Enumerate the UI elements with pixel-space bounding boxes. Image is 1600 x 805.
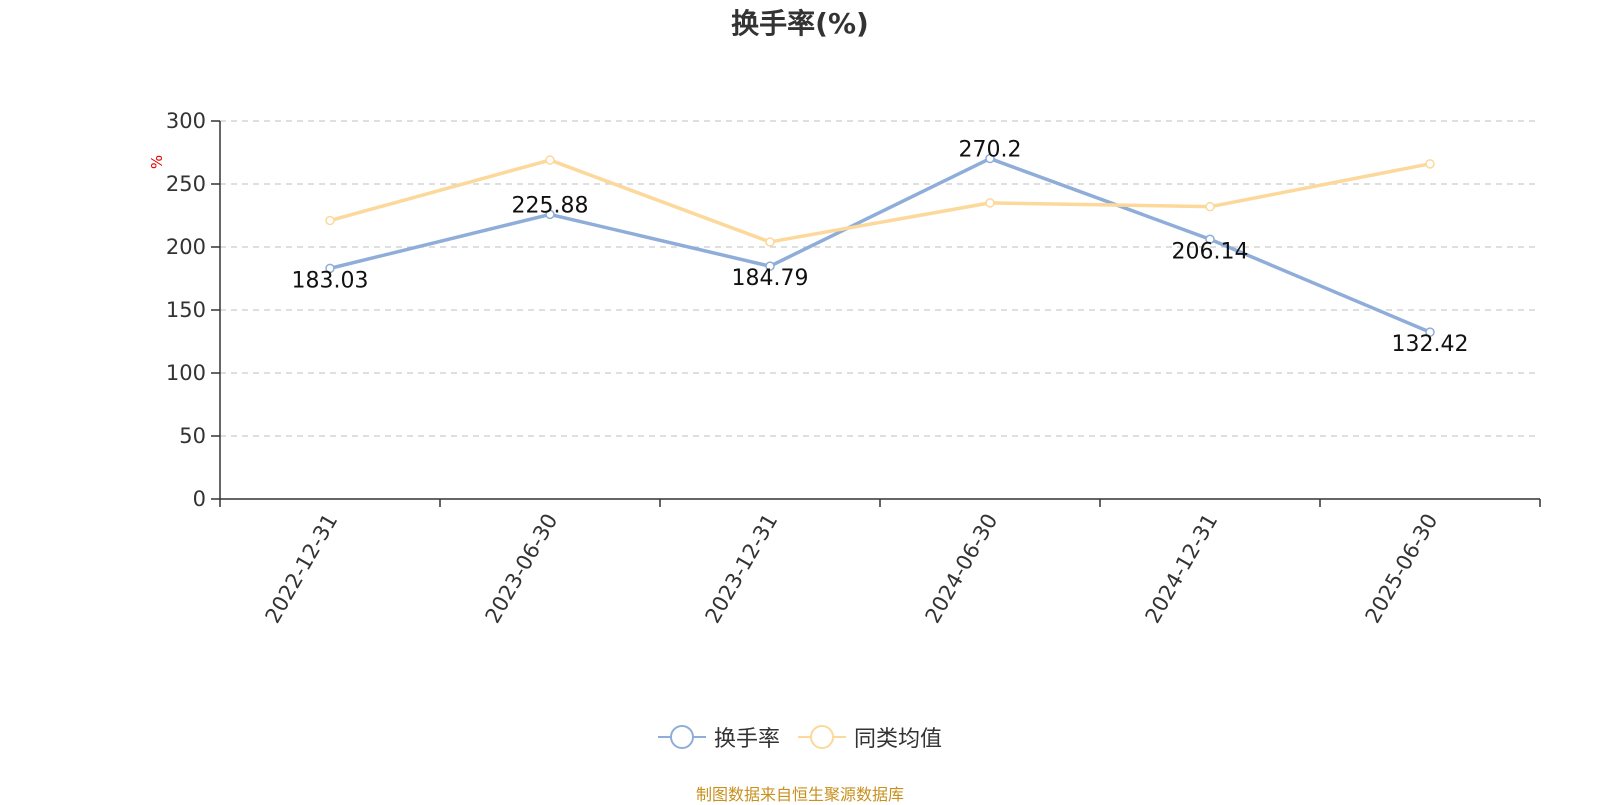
x-tick-label: 2024-12-31 [1141, 510, 1223, 628]
data-point-series1 [765, 261, 775, 271]
legend-swatch-series2 [798, 723, 846, 751]
x-tick-label: 2024-06-30 [921, 510, 1003, 628]
data-point-series1 [1205, 234, 1215, 245]
data-label: 270.2 [959, 138, 1022, 163]
x-tick-label: 2022-12-31 [261, 510, 343, 628]
data-point-series2 [765, 237, 775, 247]
chart-title: 换手率(%) [731, 7, 869, 40]
data-point-series2 [1425, 159, 1435, 169]
data-point-series2 [545, 155, 555, 165]
data-point-series1 [325, 263, 335, 274]
data-point-series2 [325, 215, 335, 226]
data-point-series1 [985, 153, 995, 164]
data-point-series1 [545, 209, 555, 220]
data-point-series2 [1205, 201, 1215, 212]
legend: 换手率 同类均值 [0, 721, 1600, 753]
data-label: 184.79 [732, 266, 809, 291]
series-line-2 [329, 158, 1431, 244]
data-label: 132.42 [1392, 332, 1469, 357]
y-tick-label: 100 [166, 361, 206, 385]
legend-item-series1[interactable]: 换手率 [657, 721, 780, 753]
x-tick-label: 2025-06-30 [1361, 510, 1443, 628]
y-axis-unit: % [148, 155, 166, 169]
x-tick-label: 2023-06-30 [481, 510, 563, 628]
data-point-series1 [1425, 327, 1435, 337]
data-label: 225.88 [512, 193, 589, 218]
legend-swatch-series1 [657, 723, 706, 751]
data-label: 206.14 [1172, 239, 1249, 264]
legend-label-series1: 换手率 [713, 727, 780, 752]
data-label: 183.03 [292, 268, 369, 293]
line-chart: 0 50 100 150 200 250 300% 2022-12-31 2023-06-30 2… [148, 109, 1541, 628]
y-tick-label: 150 [166, 298, 206, 322]
legend-item-series2[interactable]: 同类均值 [798, 721, 942, 753]
y-tick-label: 50 [179, 424, 206, 448]
y-tick-label: 200 [166, 235, 206, 259]
data-point-series2 [985, 198, 995, 208]
y-tick-label: 300 [166, 109, 206, 133]
series-line-1 [329, 156, 1431, 334]
y-tick-label: 0 [193, 487, 206, 511]
data-source-note: 制图数据来自恒生聚源数据库 [695, 785, 904, 804]
legend-label-series2: 同类均值 [854, 727, 943, 752]
y-tick-label: 250 [166, 172, 206, 196]
x-tick-label: 2023-12-31 [701, 510, 783, 628]
